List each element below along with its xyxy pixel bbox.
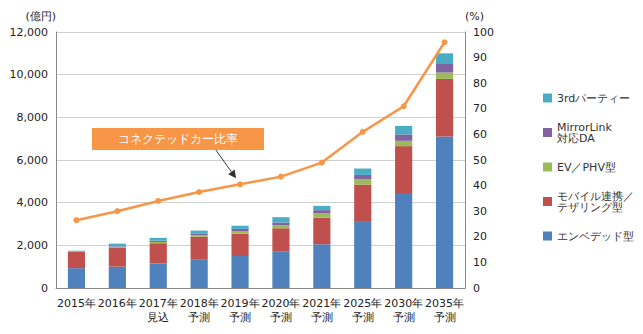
svg-text:70: 70 [473, 102, 487, 115]
svg-text:2017年: 2017年 [139, 297, 178, 310]
svg-text:2035年: 2035年 [425, 297, 464, 310]
svg-text:コネクテッドカー比率: コネクテッドカー比率 [118, 132, 238, 146]
svg-text:10,000: 10,000 [10, 68, 49, 81]
svg-text:EV／PHV型: EV／PHV型 [557, 161, 616, 174]
svg-text:2020年: 2020年 [261, 297, 300, 310]
svg-text:3rdパーティー: 3rdパーティー [557, 92, 630, 105]
svg-text:予測: 予測 [434, 311, 456, 324]
svg-text:40: 40 [473, 179, 487, 192]
svg-text:見込: 見込 [147, 311, 169, 324]
svg-text:2016年: 2016年 [98, 297, 137, 310]
svg-text:12,000: 12,000 [10, 26, 49, 39]
svg-text:予測: 予測 [188, 311, 210, 324]
svg-text:0: 0 [473, 282, 480, 295]
svg-text:エンベデッド型: エンベデッド型 [557, 230, 634, 243]
svg-text:対応DA: 対応DA [557, 132, 595, 145]
svg-text:MirrorLink: MirrorLink [557, 120, 612, 134]
svg-text:予測: 予測 [311, 311, 333, 324]
svg-text:予測: 予測 [393, 311, 415, 324]
svg-text:テザリング型: テザリング型 [557, 201, 623, 214]
svg-text:60: 60 [473, 128, 487, 141]
svg-text:(億円): (億円) [25, 10, 56, 23]
svg-text:2,000: 2,000 [17, 239, 49, 252]
svg-text:2015年: 2015年 [57, 297, 96, 310]
svg-text:2030年: 2030年 [384, 297, 423, 310]
svg-text:50: 50 [473, 154, 487, 167]
svg-text:モバイル連携／: モバイル連携／ [557, 189, 634, 203]
svg-text:2021年: 2021年 [302, 297, 341, 310]
svg-text:予測: 予測 [270, 311, 292, 324]
svg-text:(%): (%) [465, 10, 484, 23]
svg-text:予測: 予測 [352, 311, 374, 324]
svg-text:4,000: 4,000 [17, 196, 49, 209]
svg-text:2019年: 2019年 [221, 297, 260, 310]
svg-text:100: 100 [473, 26, 494, 39]
svg-text:8,000: 8,000 [17, 111, 49, 124]
svg-text:予測: 予測 [229, 311, 251, 324]
svg-text:0: 0 [41, 282, 48, 295]
svg-text:20: 20 [473, 230, 487, 243]
svg-text:10: 10 [473, 256, 487, 269]
svg-text:2025年: 2025年 [343, 297, 382, 310]
svg-text:80: 80 [473, 77, 487, 90]
svg-text:90: 90 [473, 51, 487, 64]
svg-text:6,000: 6,000 [17, 154, 49, 167]
svg-text:2018年: 2018年 [180, 297, 219, 310]
svg-text:30: 30 [473, 205, 487, 218]
